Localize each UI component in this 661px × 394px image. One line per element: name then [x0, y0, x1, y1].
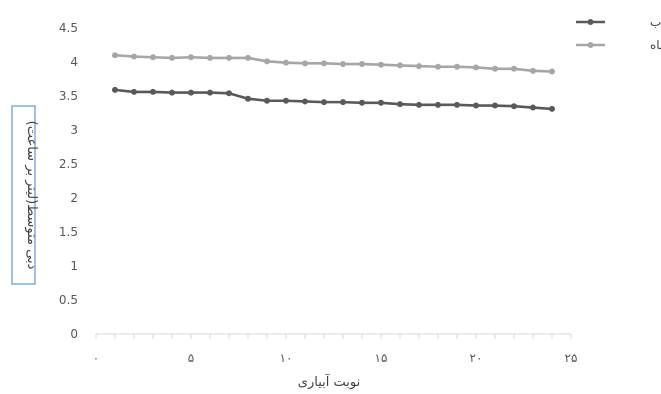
- data-point: [473, 102, 479, 109]
- data-point: [131, 53, 137, 60]
- data-point: [283, 97, 289, 104]
- data-point: [435, 101, 441, 108]
- series-line: [114, 53, 553, 73]
- data-point: [169, 89, 175, 96]
- x-tick-label: ۰: [93, 351, 99, 365]
- y-tick-label: 3: [70, 123, 78, 137]
- data-point: [530, 104, 536, 111]
- x-tick-label: ۱۰: [280, 351, 293, 365]
- legend-swatch-marker: [587, 19, 594, 25]
- data-point: [416, 101, 422, 108]
- x-tick-label: ۲۵: [565, 351, 578, 365]
- data-point: [359, 61, 365, 68]
- y-tick-label: 4.5: [59, 21, 78, 35]
- y-tick-label: 1.5: [59, 225, 78, 239]
- y-tick-label: 1: [70, 259, 78, 273]
- data-point: [150, 88, 156, 95]
- y-tick-label: 4: [70, 55, 78, 69]
- data-point: [321, 60, 327, 67]
- data-point: [359, 99, 365, 106]
- data-point: [378, 61, 384, 68]
- y-axis: 0 0.5 1 1.5 2 2.5 3 3.5 4 4.5: [59, 21, 78, 341]
- data-point: [397, 62, 403, 69]
- data-point: [207, 54, 213, 61]
- x-axis: ۰ ۵ ۱۰ ۱۵ ۲۰ ۲۵: [93, 333, 578, 365]
- data-point: [169, 54, 175, 61]
- data-point: [302, 98, 308, 105]
- x-tick-label: ۵: [188, 351, 194, 365]
- legend-label: پساب: [650, 15, 661, 29]
- data-point: [112, 52, 118, 59]
- data-point: [188, 89, 194, 96]
- data-point: [302, 60, 308, 67]
- series-layer: [112, 52, 555, 112]
- data-point: [492, 65, 498, 72]
- data-point: [207, 89, 213, 96]
- data-point: [549, 68, 555, 75]
- data-point: [226, 90, 232, 97]
- legend-swatch-marker: [587, 42, 594, 48]
- data-point: [397, 101, 403, 108]
- y-tick-label: 2.5: [59, 157, 78, 171]
- data-point: [549, 105, 555, 112]
- data-point: [511, 103, 517, 110]
- data-point: [454, 63, 460, 70]
- legend-label: آب چاه: [650, 37, 661, 52]
- data-point: [435, 63, 441, 70]
- data-point: [416, 63, 422, 70]
- data-point: [150, 54, 156, 61]
- data-point: [340, 99, 346, 106]
- data-point: [378, 99, 384, 106]
- data-point: [283, 59, 289, 66]
- data-point: [245, 95, 251, 102]
- data-point: [131, 88, 137, 95]
- legend: پساب آب چاه: [576, 15, 661, 52]
- y-tick-label: 0.5: [59, 293, 78, 307]
- data-point: [264, 58, 270, 65]
- data-point: [112, 86, 118, 93]
- data-point: [226, 54, 232, 61]
- y-tick-label: 3.5: [59, 89, 78, 103]
- data-point: [340, 61, 346, 68]
- x-axis-title: نوبت آبیاری: [298, 373, 360, 390]
- data-point: [530, 67, 536, 74]
- data-point: [264, 97, 270, 104]
- data-point: [321, 99, 327, 106]
- y-tick-label: 2: [70, 191, 78, 205]
- data-point: [492, 102, 498, 109]
- y-axis-title-box: [11, 105, 36, 285]
- x-tick-label: ۱۵: [375, 351, 388, 365]
- y-tick-label: 0: [70, 327, 78, 341]
- data-point: [511, 65, 517, 72]
- y-axis-title: دبی متوسط(لیتر بر ساعت): [24, 121, 39, 270]
- data-point: [245, 54, 251, 61]
- series-line: [114, 88, 553, 111]
- x-tick-label: ۲۰: [470, 351, 483, 365]
- data-point: [188, 54, 194, 61]
- data-point: [454, 101, 460, 108]
- data-point: [473, 64, 479, 71]
